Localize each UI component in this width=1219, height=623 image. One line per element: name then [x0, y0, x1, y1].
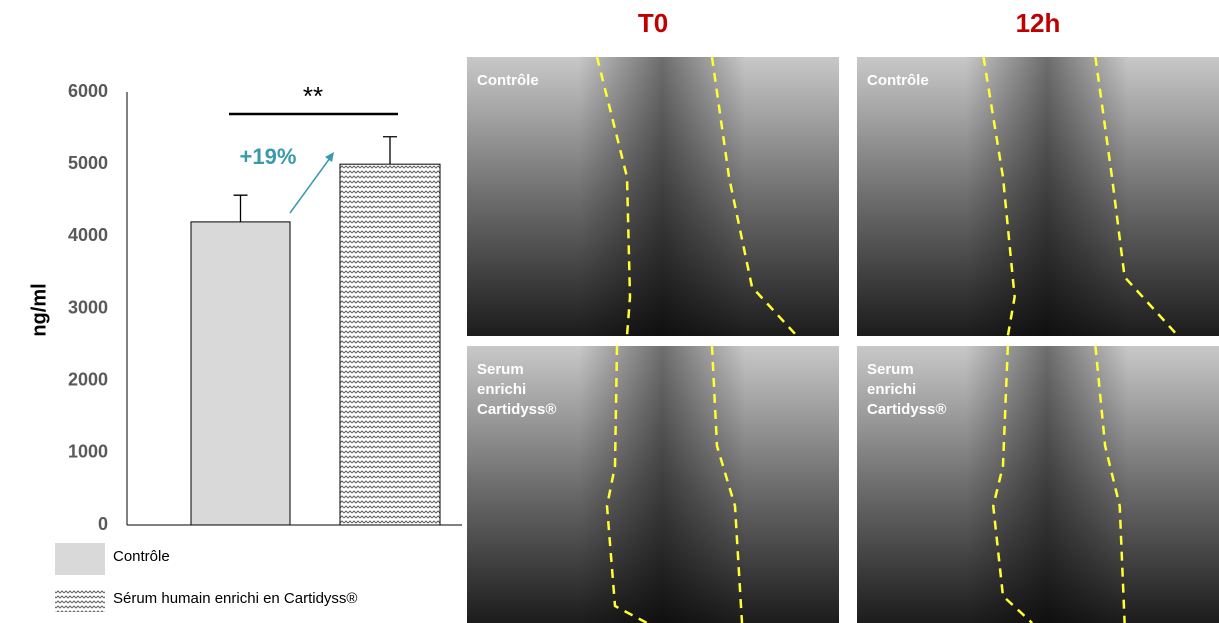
panel-label-line: Serum — [477, 361, 524, 378]
wound-edge — [1094, 345, 1126, 623]
y-tick-label: 6000 — [68, 81, 108, 101]
wound-edge — [595, 56, 632, 337]
legend-label: Sérum humain enrichi en Cartidyss® — [113, 590, 357, 607]
column-title: 12h — [1016, 8, 1061, 38]
y-tick-label: 5000 — [68, 153, 108, 173]
panel-label-line: enrichi — [477, 381, 526, 398]
panel-label-line: Cartidyss® — [867, 401, 946, 418]
panel-label: Contrôle — [867, 72, 929, 89]
error-bar — [233, 194, 248, 222]
y-tick-label: 1000 — [68, 442, 108, 462]
micrograph: Serum enrichi Cartidyss® — [467, 345, 839, 623]
y-axis-label: ng/ml — [28, 283, 50, 336]
micrograph: Contrôle — [467, 56, 839, 337]
significance-label: ** — [303, 81, 323, 111]
bar — [339, 163, 441, 526]
panel-label-line: Contrôle — [477, 72, 539, 89]
annotation: +19% — [240, 144, 297, 169]
wound-edge — [991, 345, 1034, 623]
panel-label: Contrôle — [477, 72, 539, 89]
wound-edge — [710, 56, 798, 337]
scratch-gap — [965, 346, 1129, 623]
panel-label: Serum enrichi Cartidyss® — [477, 361, 556, 418]
scratch-gap — [578, 57, 746, 336]
y-tick-label: 0 — [98, 514, 108, 534]
column-title: T0 — [638, 8, 668, 38]
panel-label-line: Serum — [867, 361, 914, 378]
legend-swatch — [55, 543, 105, 575]
y-tick-label: 4000 — [68, 225, 108, 245]
micrograph: Contrôle — [857, 56, 1219, 337]
panel-label-line: enrichi — [867, 381, 916, 398]
annotation-arrowhead — [325, 152, 334, 162]
scratch-gap — [965, 57, 1129, 336]
panel-label-line: Cartidyss® — [477, 401, 556, 418]
micrograph: Serum enrichi Cartidyss® — [857, 345, 1219, 623]
panel-label-line: Contrôle — [867, 72, 929, 89]
y-tick-label: 3000 — [68, 297, 108, 317]
error-bar — [383, 136, 397, 165]
wound-edge — [982, 56, 1016, 337]
wound-edge — [605, 345, 648, 623]
legend-label: Contrôle — [113, 548, 170, 565]
legend-swatch — [55, 590, 105, 612]
wound-edge — [710, 345, 744, 623]
panel-label: Serum enrichi Cartidyss® — [867, 361, 946, 418]
bar — [190, 221, 291, 526]
y-tick-label: 2000 — [68, 369, 108, 389]
scratch-gap — [578, 346, 746, 623]
wound-edge — [1094, 56, 1180, 337]
annotation-arrow — [289, 157, 331, 214]
